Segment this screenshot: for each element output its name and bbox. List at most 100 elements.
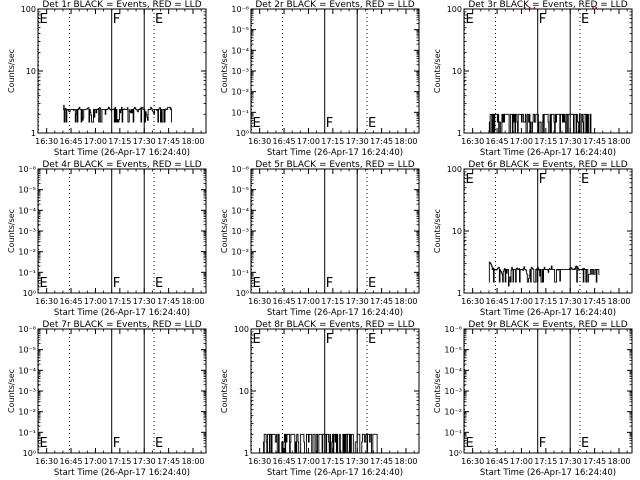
x-tick-label: 17:00 <box>297 297 320 306</box>
panel-det-3: Det 3r BLACK = Events, RED = LLD 1 10 100 Co… <box>433 0 633 158</box>
x-tick-label: 17:30 <box>133 457 156 466</box>
y-axis-label: Counts/sec <box>7 209 16 253</box>
x-tick-label: 16:30 <box>35 297 58 306</box>
y-tick-label: 10⁰ <box>23 289 36 298</box>
events-count-line <box>262 433 379 454</box>
panel-title: Det 8r BLACK = Events, RED = LLD <box>255 320 414 330</box>
x-tick-label: 16:45 <box>60 457 83 466</box>
x-tick-label: 17:00 <box>297 457 320 466</box>
x-tick-label: 18:00 <box>394 297 417 306</box>
event-marker-label: F <box>113 12 120 27</box>
x-tick-label: 17:30 <box>559 297 582 306</box>
panel-title: Det 2r BLACK = Events, RED = LLD <box>255 0 414 10</box>
x-axis-label: Start Time (26-Apr-17 16:24:40) <box>480 468 616 478</box>
lld-point <box>592 7 594 9</box>
x-tick-label: 16:45 <box>273 457 296 466</box>
y-tick-label: 10⁻⁵ <box>444 346 462 355</box>
y-tick-label: 10⁻⁶ <box>231 5 249 14</box>
x-tick-label: 17:45 <box>370 137 393 146</box>
y-tick-label: 10⁰ <box>23 449 36 458</box>
y-tick-label: 100 <box>447 5 462 14</box>
y-tick-label: 10⁻¹ <box>444 428 462 437</box>
x-tick-label: 17:45 <box>157 297 180 306</box>
y-tick-label: 10⁻¹ <box>231 268 249 277</box>
x-tick-label: 18:00 <box>181 297 204 306</box>
y-tick-label: 10⁻⁴ <box>18 206 36 215</box>
lld-point <box>523 6 526 9</box>
panel-title: Det 6r BLACK = Events, RED = LLD <box>468 160 627 170</box>
event-marker-label: E <box>466 172 474 187</box>
x-tick-label: 17:15 <box>534 137 557 146</box>
panel-title: Det 1r BLACK = Events, RED = LLD <box>42 0 201 10</box>
event-marker-label: E <box>155 12 163 27</box>
event-marker-label: E <box>368 116 376 131</box>
x-tick-label: 16:30 <box>35 137 58 146</box>
y-tick-label: 10⁻¹ <box>231 108 249 117</box>
y-tick-label: 10⁻⁵ <box>231 26 249 35</box>
y-tick-label: 10⁻⁴ <box>444 366 462 375</box>
plot-frame <box>250 8 420 134</box>
y-tick-label: 10⁻⁵ <box>18 186 36 195</box>
event-marker-label: F <box>113 436 120 451</box>
x-axis-label: Start Time (26-Apr-17 16:24:40) <box>267 148 403 158</box>
event-marker-label: E <box>368 332 376 347</box>
y-tick-label: 10⁻⁶ <box>231 165 249 174</box>
panel-det-4: Det 4r BLACK = Events, RED = LLD 10⁰ 10⁻¹ 1… <box>7 160 207 318</box>
x-tick-label: 17:45 <box>370 457 393 466</box>
y-tick-label: 10⁻⁶ <box>444 325 462 334</box>
x-tick-label: 17:15 <box>534 457 557 466</box>
x-tick-label: 16:45 <box>273 297 296 306</box>
x-tick-label: 16:45 <box>486 297 509 306</box>
x-tick-label: 16:45 <box>273 137 296 146</box>
y-tick-label: 10⁰ <box>449 449 462 458</box>
lld-point <box>595 6 598 9</box>
x-tick-label: 16:30 <box>461 457 484 466</box>
plot-frame <box>463 328 633 454</box>
x-tick-label: 18:00 <box>394 457 417 466</box>
event-marker-label: E <box>253 276 261 291</box>
y-tick-label: 10⁻⁵ <box>18 346 36 355</box>
panel-det-9: Det 9r BLACK = Events, RED = LLD 10⁰ 10⁻¹ 1… <box>433 320 633 478</box>
y-axis-label: Counts/sec <box>7 49 16 93</box>
y-tick-label: 100 <box>447 165 462 174</box>
y-tick-label: 1 <box>457 129 462 138</box>
y-axis-label: Counts/sec <box>7 369 16 413</box>
y-tick-label: 10⁻³ <box>18 227 36 236</box>
y-tick-label: 10⁰ <box>236 129 249 138</box>
event-marker-label: E <box>466 436 474 451</box>
y-tick-label: 10⁻³ <box>444 387 462 396</box>
x-tick-label: 17:30 <box>133 137 156 146</box>
y-tick-label: 10⁻³ <box>18 387 36 396</box>
y-tick-label: 10⁻² <box>18 248 36 257</box>
x-tick-label: 18:00 <box>607 137 630 146</box>
x-tick-label: 17:45 <box>583 297 606 306</box>
x-axis-label: Start Time (26-Apr-17 16:24:40) <box>267 468 403 478</box>
x-tick-label: 17:30 <box>559 457 582 466</box>
x-tick-label: 18:00 <box>607 297 630 306</box>
event-marker-label: E <box>466 12 474 27</box>
x-tick-label: 17:15 <box>534 297 557 306</box>
x-tick-label: 16:30 <box>461 297 484 306</box>
y-tick-label: 10⁻³ <box>231 67 249 76</box>
x-tick-label: 17:00 <box>510 297 533 306</box>
lld-point <box>533 7 536 9</box>
x-axis-label: Start Time (26-Apr-17 16:24:40) <box>54 468 190 478</box>
events-count-line <box>488 261 600 287</box>
event-marker-label: E <box>155 436 163 451</box>
panel-title: Det 7r BLACK = Events, RED = LLD <box>42 320 201 330</box>
y-axis-label: Counts/sec <box>220 369 229 413</box>
x-tick-label: 17:00 <box>510 137 533 146</box>
x-tick-label: 17:00 <box>297 137 320 146</box>
y-tick-label: 10⁻⁶ <box>18 325 36 334</box>
x-tick-label: 16:45 <box>486 137 509 146</box>
y-tick-label: 10⁻¹ <box>18 428 36 437</box>
x-axis-label: Start Time (26-Apr-17 16:24:40) <box>267 308 403 318</box>
y-tick-label: 100 <box>234 325 249 334</box>
y-tick-label: 10⁰ <box>236 289 249 298</box>
y-axis-label: Counts/sec <box>433 49 442 93</box>
y-tick-label: 10⁻⁴ <box>18 366 36 375</box>
plot-frame <box>250 168 420 294</box>
x-tick-label: 16:45 <box>486 457 509 466</box>
x-axis-label: Start Time (26-Apr-17 16:24:40) <box>480 308 616 318</box>
